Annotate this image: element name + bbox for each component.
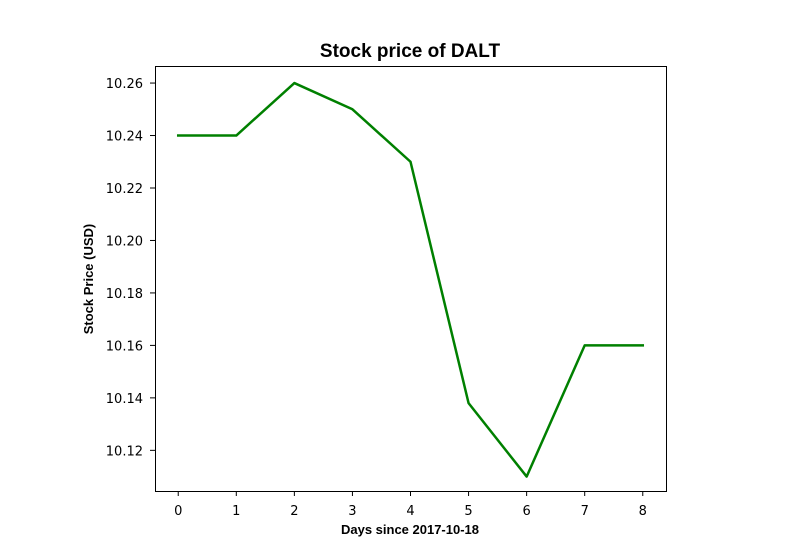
y-tick-label: 10.24 — [106, 130, 143, 145]
x-tick-label: 1 — [232, 504, 240, 519]
x-tick-label: 6 — [522, 504, 530, 519]
x-tick-label: 5 — [464, 504, 472, 519]
y-tick-label: 10.12 — [106, 444, 143, 459]
x-tick-label: 0 — [174, 504, 182, 519]
y-tick-label: 10.18 — [106, 287, 143, 302]
y-tick-label: 10.14 — [106, 392, 143, 407]
x-tick-label: 3 — [348, 504, 356, 519]
x-tick-label: 4 — [406, 504, 414, 519]
plot-frame — [155, 66, 667, 492]
plot-area: 0 1 2 3 4 5 6 7 8 10.12 10.14 10.16 10.18 10.20 10.22 1… — [106, 66, 667, 519]
y-tick-label: 10.16 — [106, 339, 143, 354]
x-axis-label: Days since 2017-10-18 — [341, 522, 479, 537]
x-tick-label: 8 — [639, 504, 647, 519]
y-tick-label: 10.26 — [106, 77, 143, 92]
x-tick-label: 7 — [581, 504, 589, 519]
chart-title: Stock price of DALT — [320, 41, 501, 62]
series-line-0 — [176, 81, 645, 478]
y-axis-label: Stock Price (USD) — [81, 224, 96, 335]
y-tick-label: 10.20 — [106, 234, 143, 249]
x-tick-label: 2 — [290, 504, 298, 519]
y-tick-label: 10.22 — [106, 182, 143, 197]
